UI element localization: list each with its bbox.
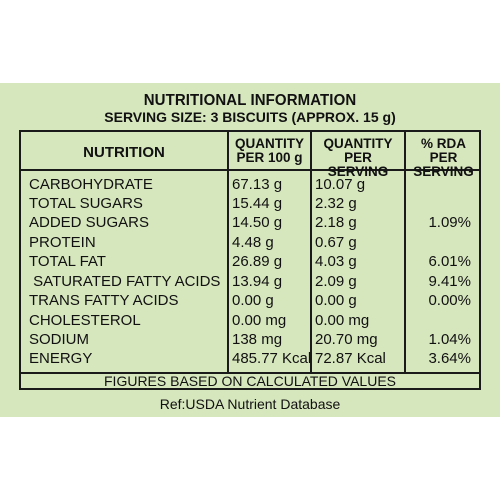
- rda-value: 3.64%: [428, 350, 471, 367]
- nutrient-name: SODIUM: [29, 331, 89, 348]
- header-rda-line2: SERVING: [413, 164, 474, 179]
- footer-divider: [19, 372, 481, 374]
- label-title: NUTRITIONAL INFORMATION: [143, 91, 357, 110]
- column-divider: [227, 130, 229, 372]
- nutrient-name: PROTEIN: [29, 234, 96, 251]
- per100-value: 485.77 Kcal: [232, 350, 312, 367]
- nutrient-name: TOTAL FAT: [29, 253, 106, 270]
- perserving-value: 72.87 Kcal: [315, 350, 386, 367]
- per100-value: 0.00 mg: [232, 312, 287, 329]
- header-rda-line1: % RDA PER: [420, 136, 466, 165]
- perserving-value: 0.00 mg: [315, 312, 370, 329]
- perserving-value: 0.00 g: [315, 292, 357, 309]
- perserving-value: 2.18 g: [315, 214, 357, 231]
- footer-note: FIGURES BASED ON CALCULATED VALUES: [104, 373, 396, 389]
- per100-value: 26.89 g: [232, 253, 283, 270]
- nutrient-name: TOTAL SUGARS: [29, 195, 143, 212]
- nutrition-label-panel: [0, 83, 500, 417]
- rda-value: 9.41%: [428, 273, 471, 290]
- serving-size: SERVING SIZE: 3 BISCUITS (APPROX. 15 g): [104, 109, 396, 125]
- column-divider: [404, 130, 406, 372]
- per100-value: 138 mg: [232, 331, 283, 348]
- header-rda: % RDA PER SERVING: [406, 137, 481, 179]
- header-perserving-line1: QUANTITY: [323, 136, 393, 151]
- perserving-value: 0.67 g: [315, 234, 357, 251]
- header-perserving: QUANTITY PER SERVING: [312, 137, 404, 179]
- nutrient-name: SATURATED FATTY ACIDS: [29, 273, 221, 290]
- per100-value: 14.50 g: [232, 214, 283, 231]
- rda-value: 1.09%: [428, 214, 471, 231]
- header-perserving-line2: PER SERVING: [327, 150, 389, 179]
- perserving-value: 20.70 mg: [315, 331, 378, 348]
- nutrient-name: CARBOHYDRATE: [29, 176, 153, 193]
- nutrient-name: TRANS FATTY ACIDS: [29, 292, 179, 309]
- rda-value: 1.04%: [428, 331, 471, 348]
- nutrient-name: ADDED SUGARS: [29, 214, 150, 231]
- header-nutrition: NUTRITION: [83, 144, 165, 161]
- perserving-value: 4.03 g: [315, 253, 357, 270]
- perserving-value: 10.07 g: [315, 176, 366, 193]
- header-per100-line1: QUANTITY: [235, 136, 304, 151]
- header-per100: QUANTITY PER 100 g: [229, 137, 310, 165]
- column-divider: [310, 130, 312, 372]
- rda-value: 0.00%: [428, 292, 471, 309]
- per100-value: 13.94 g: [232, 273, 283, 290]
- per100-value: 67.13 g: [232, 176, 283, 193]
- per100-value: 15.44 g: [232, 195, 283, 212]
- rda-value: 6.01%: [428, 253, 471, 270]
- header-per100-line2: PER 100 g: [236, 150, 303, 165]
- nutrition-table: [19, 130, 481, 390]
- perserving-value: 2.32 g: [315, 195, 357, 212]
- per100-value: 4.48 g: [232, 234, 274, 251]
- nutrient-name: ENERGY: [29, 350, 93, 367]
- reference-note: Ref:USDA Nutrient Database: [159, 396, 341, 412]
- per100-value: 0.00 g: [232, 292, 274, 309]
- nutrient-name: CHOLESTEROL: [29, 312, 141, 329]
- perserving-value: 2.09 g: [315, 273, 357, 290]
- header-divider: [19, 169, 481, 171]
